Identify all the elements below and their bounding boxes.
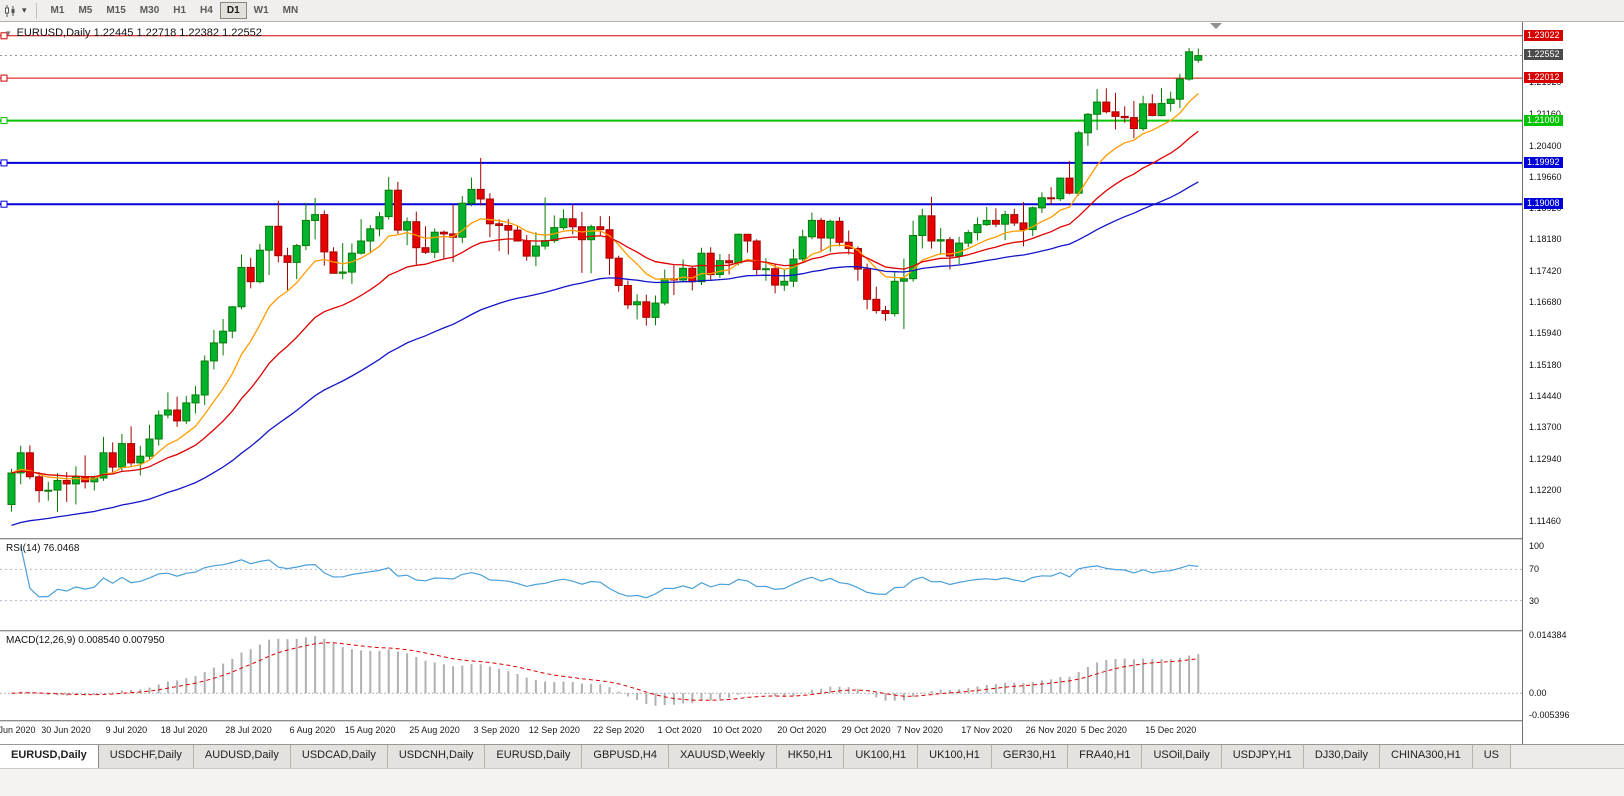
timeframe-m30-button[interactable]: M30 (139, 5, 160, 16)
date-axis-label: 15 Dec 2020 (1145, 725, 1197, 735)
date-axis[interactable]: 20 Jun 2020 30 Jun 2020 9 Jul 2020 18 Jul 2… (0, 722, 1522, 744)
price-axis[interactable]: 1.219201.211601.204001.196601.189201.181… (1522, 22, 1624, 744)
macd-scale-label: 0.014384 (1529, 630, 1567, 640)
panel-separator[interactable] (0, 630, 1624, 632)
tab-usdcnh-daily[interactable]: USDCNH,Daily (387, 745, 486, 769)
rsi-scale-label: 30 (1529, 595, 1540, 606)
tab-audusd-daily[interactable]: AUDUSD,Daily (193, 745, 291, 769)
date-axis-label: 6 Aug 2020 (289, 725, 336, 735)
tab-fra40-h1[interactable]: FRA40,H1 (1068, 745, 1143, 769)
price-scale-label: 1.20400 (1529, 140, 1562, 151)
date-axis-label: 5 Dec 2020 (1080, 725, 1127, 735)
chart-tab-bar: EURUSD,Daily USDCHF,Daily AUDUSD,Daily USDC… (0, 744, 1624, 769)
price-scale-label: 1.18180 (1529, 233, 1562, 244)
timeframe-h1-button[interactable]: H1 (173, 5, 187, 16)
date-axis-label: 1 Oct 2020 (657, 725, 702, 735)
date-axis-label: 30 Jun 2020 (41, 725, 91, 735)
tab-ger30-h1[interactable]: GER30,H1 (991, 745, 1069, 769)
timeframe-d1-button[interactable]: D1 (219, 2, 247, 19)
timeframe-m1-button[interactable]: M1 (50, 5, 65, 16)
tab-us[interactable]: US (1472, 745, 1511, 769)
tab-hk50-h1[interactable]: HK50,H1 (776, 745, 845, 769)
chart-type-dropdown-caret-icon[interactable]: ▾ (22, 5, 27, 15)
price-scale-label: 1.16680 (1529, 296, 1562, 307)
hline-price-tag: 1.19992 (1524, 156, 1563, 168)
timeframe-m5-button[interactable]: M5 (78, 5, 93, 16)
price-scale-label: 1.15180 (1529, 359, 1562, 370)
tab-uk100-h1[interactable]: UK100,H1 (844, 745, 919, 769)
date-axis-label: 22 Sep 2020 (593, 725, 645, 735)
timeframe-h4-button[interactable]: H4 (200, 5, 213, 16)
chart-ohlc-quote: 1.22445 1.22718 1.22382 1.22552 (93, 27, 262, 39)
candlestick-chart-icon[interactable] (4, 4, 18, 18)
date-axis-label: 3 Sep 2020 (473, 725, 520, 735)
price-scale-label: 1.13700 (1529, 421, 1562, 432)
macd-indicator-label: MACD(12,26,9) 0.008540 0.007950 (6, 635, 165, 646)
tab-eurusd-daily[interactable]: EURUSD,Daily (0, 745, 99, 769)
main-price-chart[interactable] (0, 22, 1522, 538)
date-axis-label: 12 Sep 2020 (528, 725, 580, 735)
timeframe-buttons: M1 M5 M15 M30 H1 H4 D1 W1 MN (44, 2, 306, 19)
price-scale-label: 1.17420 (1529, 265, 1562, 276)
tab-eurusd-daily[interactable]: EURUSD,Daily (485, 745, 583, 769)
timeframe-w1-button[interactable]: W1 (253, 5, 269, 16)
symbol-marker-icon: ▾ (6, 28, 11, 38)
current-price-tag: 1.22552 (1524, 49, 1563, 61)
date-axis-label: 25 Aug 2020 (409, 725, 460, 735)
price-scale-label: 1.14440 (1529, 390, 1562, 401)
tab-usdchf-daily[interactable]: USDCHF,Daily (98, 745, 194, 769)
rsi-scale-label: 70 (1529, 564, 1540, 575)
rsi-indicator-label: RSI(14) 76.0468 (6, 543, 80, 554)
price-scale-label: 1.19660 (1529, 171, 1562, 182)
rsi-scale-label: 100 (1529, 541, 1545, 551)
price-scale-label: 1.11460 (1529, 515, 1561, 526)
price-scale-label: 1.21160 (1529, 109, 1561, 119)
date-axis-label: 15 Aug 2020 (344, 725, 396, 735)
tab-usoil-daily[interactable]: USOil,Daily (1142, 745, 1222, 769)
date-axis-label: 17 Nov 2020 (961, 725, 1013, 735)
date-axis-label: 18 Jul 2020 (160, 725, 208, 735)
date-axis-label: 7 Nov 2020 (896, 725, 943, 735)
timeframe-m15-button[interactable]: M15 (106, 5, 126, 16)
tab-dj30-daily[interactable]: DJ30,Daily (1303, 745, 1380, 769)
chart-workspace: 20 Jun 2020 30 Jun 2020 9 Jul 2020 18 Jul 2… (0, 22, 1624, 744)
chart-symbol-label: EURUSD,Daily (16, 27, 91, 39)
date-axis-label: 26 Nov 2020 (1025, 725, 1077, 735)
panel-separator[interactable] (0, 538, 1624, 540)
tab-usdcad-daily[interactable]: USDCAD,Daily (290, 745, 388, 769)
hline-price-tag: 1.19008 (1524, 198, 1563, 210)
macd-scale-label: 0.00 (1529, 688, 1547, 699)
price-scale-label: 1.15940 (1529, 327, 1562, 338)
date-axis-label: 10 Oct 2020 (712, 725, 762, 735)
tab-china300-h1[interactable]: CHINA300,H1 (1380, 745, 1473, 769)
tab-gbpusd-h4[interactable]: GBPUSD,H4 (582, 745, 669, 769)
price-scale-label: 1.12940 (1529, 453, 1562, 464)
rsi-panel[interactable] (0, 540, 1522, 630)
hline-price-tag: 1.22012 (1524, 72, 1563, 84)
toolbar-separator (35, 2, 37, 19)
hline-price-tag: 1.21000 (1524, 114, 1563, 126)
macd-panel[interactable] (0, 632, 1522, 720)
tab-usdjpy-h1[interactable]: USDJPY,H1 (1221, 745, 1304, 769)
tab-uk100-h1[interactable]: UK100,H1 (918, 745, 992, 769)
chart-plots: 20 Jun 2020 30 Jun 2020 9 Jul 2020 18 Jul 2… (0, 22, 1624, 744)
date-axis-label: 9 Jul 2020 (105, 725, 148, 735)
timeframe-mn-button[interactable]: MN (282, 5, 299, 16)
price-scale-label: 1.12200 (1529, 484, 1562, 495)
date-axis-label: 28 Jul 2020 (225, 725, 272, 735)
tab-xauusd-weekly[interactable]: XAUUSD,Weekly (668, 745, 777, 769)
status-bar (0, 768, 1624, 796)
macd-scale-label: -0.005396 (1529, 710, 1570, 720)
timeframe-toolbar: ▾ M1 M5 M15 M30 H1 H4 D1 W1 MN (0, 0, 1624, 22)
date-axis-label: 29 Oct 2020 (841, 725, 891, 735)
date-axis-label: 20 Jun 2020 (0, 725, 36, 735)
panel-separator (0, 720, 1624, 722)
date-axis-label: 20 Oct 2020 (777, 725, 827, 735)
hline-price-tag: 1.23022 (1524, 29, 1563, 41)
chart-title: ▾ EURUSD,Daily 1.22445 1.22718 1.22382 1… (6, 27, 262, 39)
